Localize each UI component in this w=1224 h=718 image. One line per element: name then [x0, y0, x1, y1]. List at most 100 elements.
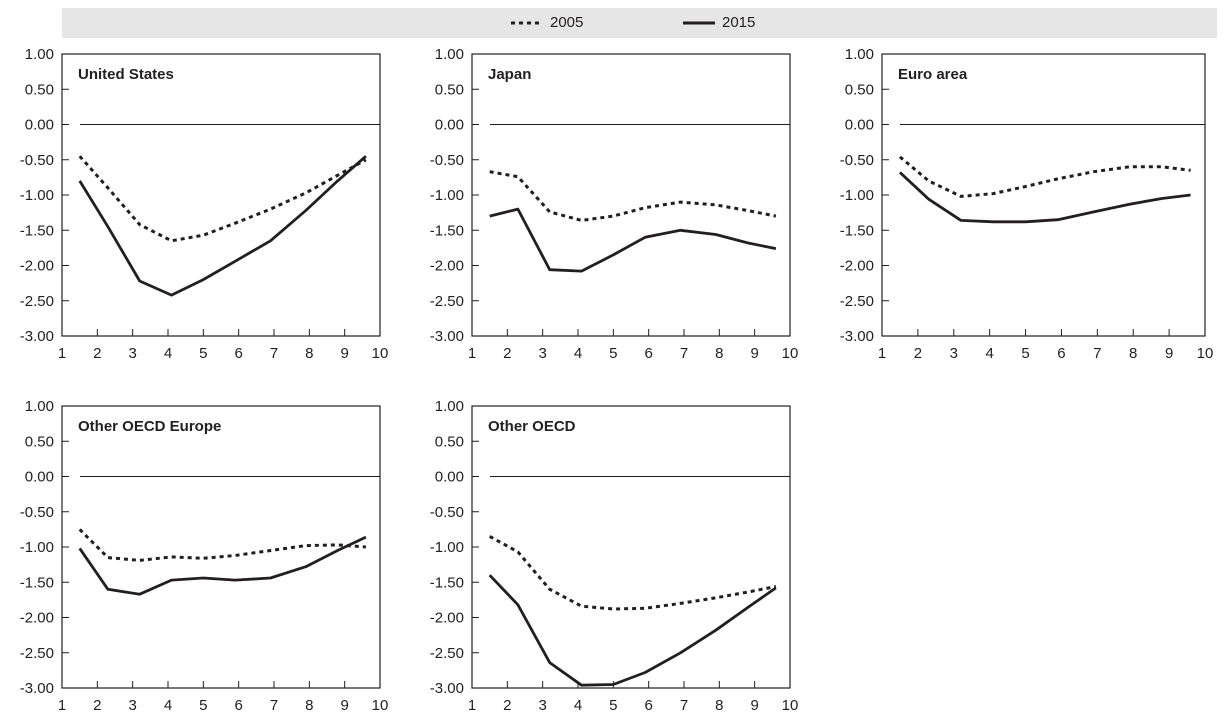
series-line-2015 — [78, 155, 367, 297]
y-tick-label: 0.00 — [25, 469, 54, 486]
x-tick-label: 4 — [985, 345, 993, 362]
chart-panel: 1.00 0.50 0.00 -0.50 -1.00 -1.50 -2.00 -2.50 -3.… — [840, 46, 1214, 362]
y-tick-label: -1.50 — [430, 574, 464, 591]
panel-title: Japan — [488, 66, 531, 83]
series-line-2005 — [489, 170, 777, 222]
x-tick-label: 9 — [750, 697, 758, 714]
y-tick-label: -2.50 — [430, 645, 464, 662]
y-tick-label: 1.00 — [25, 398, 54, 415]
y-tick-label: -2.50 — [20, 293, 54, 310]
x-tick-label: 5 — [609, 345, 617, 362]
y-tick-label: 0.00 — [25, 117, 54, 134]
y-tick-label: 0.00 — [435, 117, 464, 134]
x-tick-label: 6 — [644, 345, 652, 362]
y-tick-label: 0.50 — [845, 81, 874, 98]
y-tick-label: 0.00 — [435, 469, 464, 486]
y-tick-label: -0.50 — [20, 152, 54, 169]
x-tick-label: 4 — [574, 345, 582, 362]
series-line-2015 — [488, 574, 777, 687]
y-tick-label: -2.50 — [840, 293, 874, 310]
y-tick-label: 0.50 — [435, 433, 464, 450]
x-tick-label: 10 — [372, 697, 389, 714]
x-tick-label: 8 — [715, 697, 723, 714]
y-tick-label: -1.00 — [840, 187, 874, 204]
y-tick-label: 1.00 — [845, 46, 874, 63]
x-tick-label: 4 — [164, 345, 172, 362]
plot-frame — [61, 405, 381, 689]
y-tick-label: 1.00 — [435, 46, 464, 63]
series-line-2015 — [78, 535, 367, 596]
y-tick-label: -1.00 — [20, 539, 54, 556]
y-tick-label: -1.50 — [840, 222, 874, 239]
chart-panel: 1.00 0.50 0.00 -0.50 -1.00 -1.50 -2.00 -2.50 -3.… — [430, 398, 799, 714]
x-tick-label: 9 — [1165, 345, 1173, 362]
x-tick-label: 8 — [715, 345, 723, 362]
y-tick-label: 1.00 — [25, 46, 54, 63]
x-tick-label: 7 — [1093, 345, 1101, 362]
x-tick-label: 10 — [782, 345, 799, 362]
x-tick-label: 2 — [93, 697, 101, 714]
x-tick-label: 5 — [199, 697, 207, 714]
series-line-2005 — [898, 155, 1191, 198]
x-tick-label: 8 — [305, 697, 313, 714]
legend: 2005 2015 — [62, 8, 1217, 38]
x-tick-label: 5 — [609, 697, 617, 714]
series-line-2005 — [78, 155, 367, 243]
y-tick-label: -2.00 — [430, 258, 464, 275]
x-tick-label: 10 — [782, 697, 799, 714]
x-tick-label: 3 — [128, 697, 136, 714]
x-tick-label: 3 — [538, 697, 546, 714]
panel-title: Euro area — [898, 66, 968, 83]
panel-title: United States — [78, 66, 174, 83]
y-tick-label: -1.00 — [430, 539, 464, 556]
x-tick-label: 9 — [340, 345, 348, 362]
panel-title: Other OECD — [488, 418, 576, 435]
x-tick-label: 4 — [574, 697, 582, 714]
x-tick-label: 4 — [164, 697, 172, 714]
plot-frame — [471, 405, 791, 689]
legend-item-2005: 2005 — [510, 14, 583, 32]
chart-panel: 1.00 0.50 0.00 -0.50 -1.00 -1.50 -2.00 -2.50 -3.… — [20, 46, 389, 362]
chart-panel: 1.00 0.50 0.00 -0.50 -1.00 -1.50 -2.00 -2.50 -3.… — [430, 46, 799, 362]
y-tick-label: 0.50 — [25, 433, 54, 450]
plot-frame — [61, 53, 381, 337]
x-tick-label: 9 — [340, 697, 348, 714]
y-tick-label: -0.50 — [430, 504, 464, 521]
y-tick-label: -2.50 — [430, 293, 464, 310]
y-tick-label: -1.50 — [20, 574, 54, 591]
y-tick-label: -2.00 — [840, 258, 874, 275]
legend-label-2005: 2005 — [550, 14, 584, 31]
x-tick-label: 2 — [503, 697, 511, 714]
x-tick-label: 6 — [644, 697, 652, 714]
x-tick-label: 8 — [1129, 345, 1137, 362]
panel-title: Other OECD Europe — [78, 418, 221, 435]
x-tick-label: 7 — [680, 345, 688, 362]
series-line-2005 — [78, 528, 367, 562]
y-tick-label: 1.00 — [435, 398, 464, 415]
y-tick-label: -1.50 — [20, 222, 54, 239]
x-tick-label: 1 — [878, 345, 886, 362]
x-tick-label: 9 — [750, 345, 758, 362]
y-tick-label: 0.50 — [25, 81, 54, 98]
x-tick-label: 7 — [680, 697, 688, 714]
chart-panel: 1.00 0.50 0.00 -0.50 -1.00 -1.50 -2.00 -2.50 -3.… — [20, 398, 389, 714]
plot-frame — [471, 53, 791, 337]
x-tick-label: 5 — [199, 345, 207, 362]
x-tick-label: 10 — [372, 345, 389, 362]
series-line-2015 — [898, 171, 1191, 224]
y-tick-label: -2.00 — [430, 610, 464, 627]
y-tick-label: -3.00 — [840, 328, 874, 345]
x-tick-label: 7 — [270, 697, 278, 714]
y-tick-label: -2.00 — [20, 258, 54, 275]
y-tick-label: -2.50 — [20, 645, 54, 662]
y-tick-label: -1.00 — [430, 187, 464, 204]
x-tick-label: 1 — [468, 345, 476, 362]
x-tick-label: 2 — [93, 345, 101, 362]
x-tick-label: 10 — [1197, 345, 1214, 362]
y-tick-label: -2.00 — [20, 610, 54, 627]
y-tick-label: -0.50 — [20, 504, 54, 521]
legend-swatch-solid — [683, 21, 715, 25]
x-tick-label: 3 — [128, 345, 136, 362]
x-tick-label: 1 — [58, 697, 66, 714]
x-tick-label: 5 — [1021, 345, 1029, 362]
